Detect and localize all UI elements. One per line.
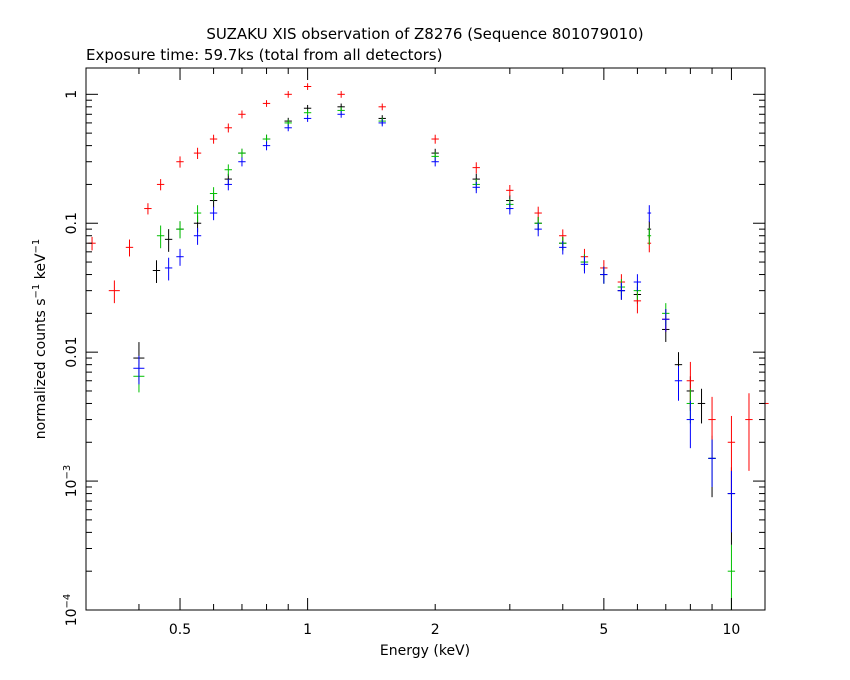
plot-frame [85, 67, 766, 611]
x-tick-label: 0.5 [169, 622, 191, 638]
data-point [238, 110, 246, 119]
series-2 [133, 107, 736, 610]
data-point [303, 109, 312, 117]
data-point [559, 241, 567, 255]
data-point [238, 157, 246, 167]
data-point [506, 184, 514, 197]
data-point [378, 103, 386, 111]
x-tick-label: 10 [723, 622, 741, 638]
data-point [193, 147, 202, 159]
data-point [337, 91, 345, 98]
data-point [506, 203, 514, 215]
data-point [156, 225, 165, 249]
y-axis-label-main: normalized counts s [33, 298, 49, 439]
y-tick-label: 10−3 [62, 465, 80, 498]
data-point [745, 393, 753, 471]
data-point [224, 179, 232, 191]
y-tick-label-base: 10 [64, 608, 80, 626]
y-tick-label: 0.01 [64, 337, 80, 368]
data-layer [88, 83, 769, 610]
data-point [156, 179, 165, 191]
y-tick-label: 0.1 [64, 212, 80, 234]
data-point [472, 181, 480, 194]
data-point [472, 162, 480, 174]
x-tick-label: 2 [431, 622, 440, 638]
data-point [209, 187, 218, 201]
data-point [164, 257, 173, 281]
y-axis-label-sup1: −1 [31, 284, 42, 299]
data-point [108, 280, 120, 304]
data-point [337, 111, 345, 118]
chart-subtitle: Exposure time: 59.7ks (total from all de… [86, 46, 442, 64]
data-point [697, 388, 706, 424]
data-point [686, 400, 695, 449]
series-3 [133, 111, 736, 533]
data-point [224, 164, 232, 176]
data-point [708, 439, 716, 487]
y-tick-label-exp: −4 [62, 594, 73, 609]
series-1 [88, 83, 769, 494]
data-point [633, 274, 642, 292]
data-point [674, 366, 683, 401]
data-point [431, 157, 439, 167]
data-point [125, 239, 134, 257]
y-axis-label-mid: keV [33, 253, 49, 284]
x-tick-label: 1 [303, 622, 312, 638]
data-point [262, 100, 271, 107]
x-tick-label: 5 [599, 622, 608, 638]
y-tick-label-exp: −3 [62, 465, 73, 480]
data-point [262, 141, 271, 151]
data-point [727, 470, 736, 533]
data-point [209, 206, 218, 221]
y-tick-label: 10−4 [62, 594, 80, 627]
data-point [176, 248, 184, 266]
data-point [193, 227, 202, 245]
chart-title: SUZAKU XIS observation of Z8276 (Sequenc… [206, 25, 643, 43]
data-point [431, 134, 439, 144]
data-point [176, 221, 184, 239]
data-point [617, 282, 626, 300]
data-point [647, 205, 652, 223]
data-point [534, 222, 542, 237]
y-tick-label: 1 [64, 90, 80, 99]
data-point [284, 124, 292, 132]
data-point [600, 266, 608, 284]
data-point [662, 309, 670, 332]
data-point [176, 156, 184, 168]
data-point [303, 115, 312, 122]
data-point [133, 355, 145, 385]
y-axis-label-sup2: −1 [31, 239, 42, 254]
y-axis-label: normalized counts s−1 keV−1 [31, 239, 49, 440]
data-point [580, 256, 589, 274]
data-point [209, 134, 218, 144]
data-point [144, 203, 152, 215]
y-tick-label-base: 10 [64, 480, 80, 498]
data-point [647, 227, 652, 245]
data-point [193, 205, 202, 223]
data-point [284, 91, 292, 98]
data-point [152, 260, 161, 283]
data-point [238, 148, 246, 158]
data-point [164, 229, 173, 252]
data-point [378, 119, 386, 127]
x-axis-label: Energy (keV) [380, 643, 470, 659]
data-point [224, 123, 232, 133]
series-0 [133, 103, 736, 545]
data-point [303, 83, 312, 90]
